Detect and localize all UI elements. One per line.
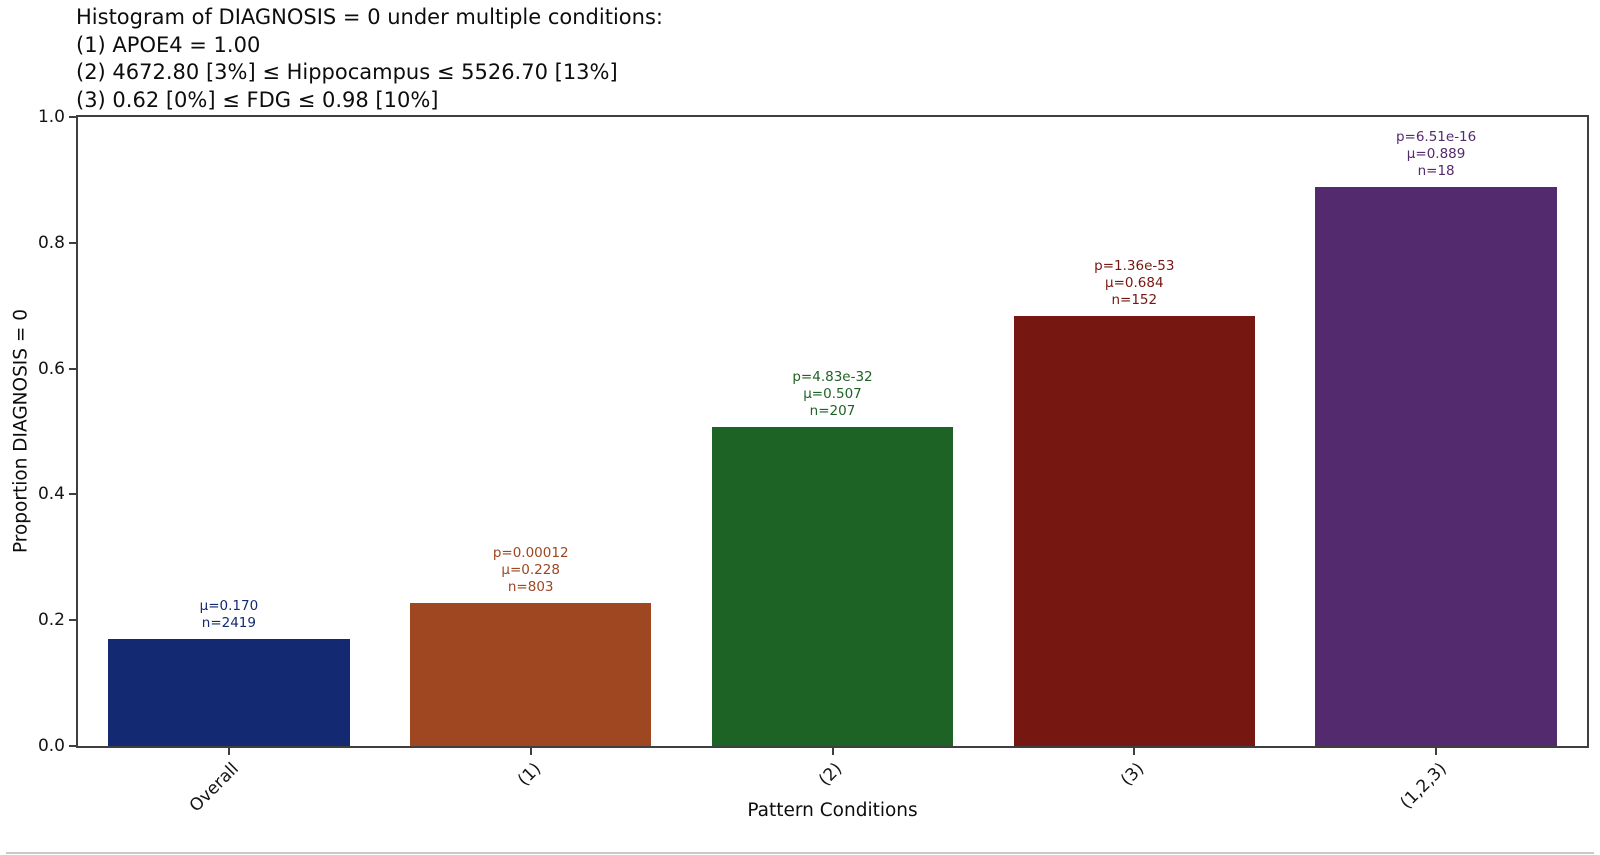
- annotation-line: p=1.36e-53: [1094, 257, 1175, 274]
- bar-annotation: p=1.36e-53 μ=0.684 n=152: [1094, 258, 1174, 309]
- bar-123: [1315, 186, 1557, 746]
- annotation-line: n=803: [507, 578, 554, 595]
- x-tick-mark: [831, 746, 834, 755]
- x-tick-label: (3): [1117, 759, 1149, 791]
- annotation-line: n=2419: [201, 615, 256, 632]
- y-tick-label: 0.0: [37, 736, 65, 756]
- annotation-line: p=0.00012: [492, 544, 569, 561]
- chart-title-line-3: (2) 4672.80 [3%] ≤ Hippocampus ≤ 5526.70…: [76, 60, 618, 84]
- annotation-line: μ=0.228: [501, 561, 560, 578]
- y-tick-label: 0.4: [37, 484, 65, 505]
- bar-annotation: p=6.51e-16 μ=0.889 n=18: [1396, 129, 1476, 180]
- chart-title-line-4: (3) 0.62 [0%] ≤ FDG ≤ 0.98 [10%]: [76, 87, 439, 112]
- bar-annotation: μ=0.170 n=2419: [200, 598, 259, 632]
- y-axis-label: Proportion DIAGNOSIS = 0: [10, 308, 32, 554]
- y-tick-mark: [69, 745, 78, 747]
- y-tick-label: 1.0: [37, 107, 65, 127]
- bar-1: [409, 602, 652, 746]
- x-tick-mark: [227, 746, 230, 755]
- y-tick-mark: [69, 116, 78, 118]
- chart-title-line-2: (1) APOE4 = 1.00: [76, 32, 261, 57]
- y-tick-mark: [69, 367, 78, 370]
- y-tick-mark: [69, 241, 78, 244]
- annotation-line: μ=0.170: [199, 598, 259, 615]
- chart-title: Histogram of DIAGNOSIS = 0 under multipl…: [76, 4, 663, 114]
- plot-area: μ=0.170 n=2419 Overall p=0.00012 μ=0.228 n=80…: [38, 107, 1589, 816]
- annotation-line: n=18: [1417, 162, 1455, 179]
- x-axis-label: Pattern Conditions: [747, 800, 918, 821]
- bar-2: [711, 427, 954, 746]
- bar-annotation: p=4.83e-32 μ=0.507 n=207: [792, 369, 872, 420]
- y-tick-label: 0.2: [37, 610, 65, 631]
- annotation-line: n=152: [1111, 291, 1158, 308]
- x-tick-mark: [1133, 746, 1136, 755]
- y-tick-label: 0.6: [37, 358, 65, 379]
- y-tick-label: 0.8: [37, 232, 65, 253]
- x-tick-mark: [1435, 746, 1438, 755]
- bar-annotation: p=0.00012 μ=0.228 n=803: [493, 545, 569, 596]
- annotation-line: μ=0.889: [1406, 145, 1466, 162]
- bottom-edge-divider: [6, 852, 1594, 854]
- bar-3: [1013, 315, 1256, 746]
- annotation-line: μ=0.507: [803, 386, 862, 403]
- bar-overall: [108, 639, 350, 746]
- annotation-line: n=207: [809, 403, 856, 420]
- y-tick-mark: [69, 619, 78, 622]
- annotation-line: μ=0.684: [1105, 274, 1164, 291]
- x-tick-label: (1): [513, 759, 545, 791]
- x-tick-label: (2): [815, 759, 847, 791]
- chart-title-line-1: Histogram of DIAGNOSIS = 0 under multipl…: [76, 5, 663, 29]
- x-tick-mark: [529, 746, 532, 755]
- annotation-line: p=4.83e-32: [792, 369, 873, 386]
- annotation-line: p=6.51e-16: [1395, 128, 1477, 145]
- y-tick-mark: [69, 493, 78, 496]
